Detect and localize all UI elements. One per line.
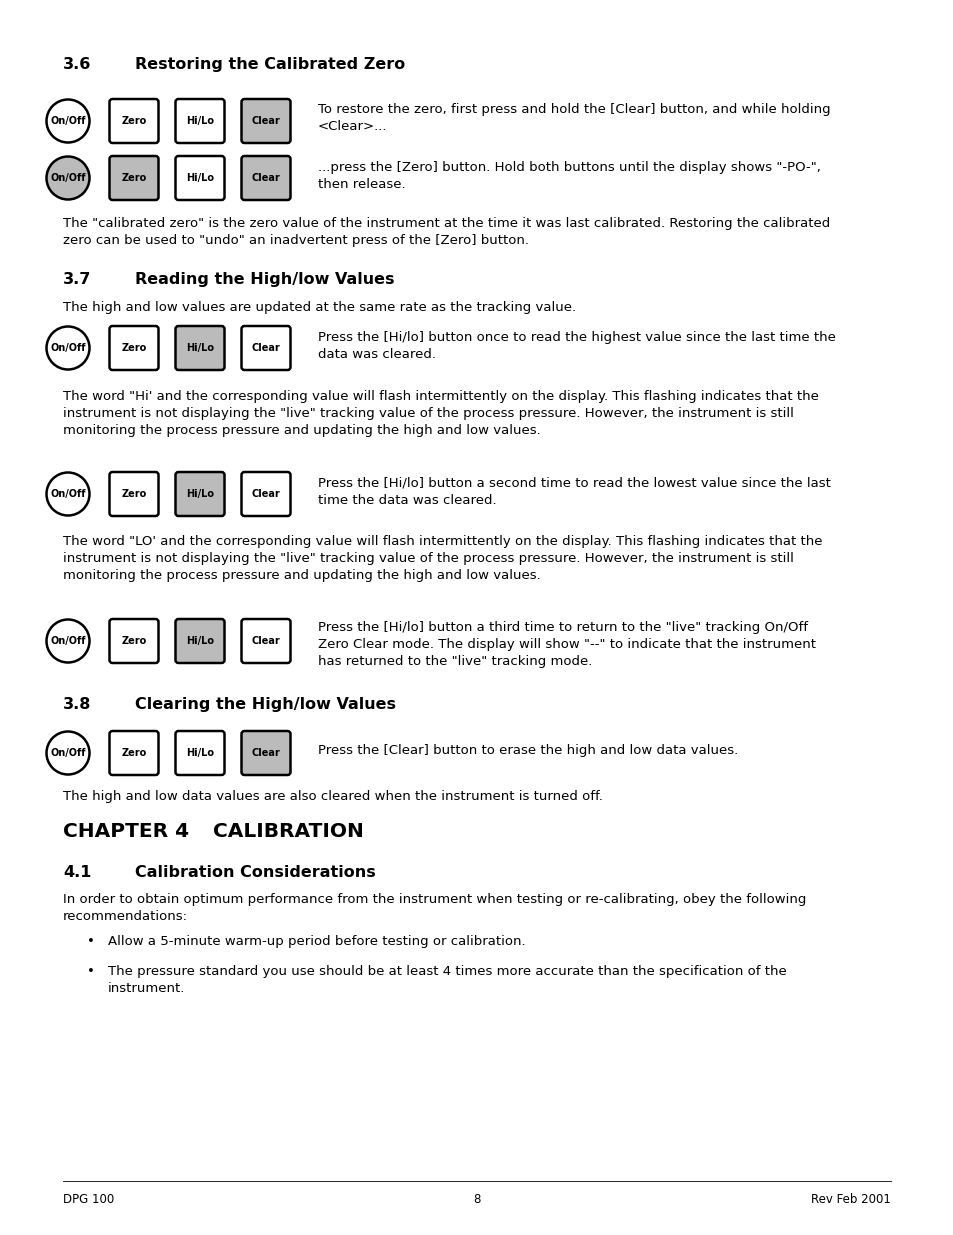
FancyBboxPatch shape xyxy=(241,731,291,776)
Circle shape xyxy=(47,157,90,200)
Text: Reading the High/low Values: Reading the High/low Values xyxy=(135,272,395,287)
Text: •: • xyxy=(87,935,95,948)
Text: In order to obtain optimum performance from the instrument when testing or re-ca: In order to obtain optimum performance f… xyxy=(63,893,805,923)
Text: Clear: Clear xyxy=(252,748,280,758)
Text: Restoring the Calibrated Zero: Restoring the Calibrated Zero xyxy=(135,57,405,72)
Text: Clearing the High/low Values: Clearing the High/low Values xyxy=(135,697,395,713)
Text: The high and low values are updated at the same rate as the tracking value.: The high and low values are updated at t… xyxy=(63,301,576,314)
Text: Press the [Hi/lo] button a third time to return to the "live" tracking On/Off
Ze: Press the [Hi/lo] button a third time to… xyxy=(317,621,815,668)
Text: Press the [Hi/lo] button once to read the highest value since the last time the
: Press the [Hi/lo] button once to read th… xyxy=(317,331,835,361)
Text: •: • xyxy=(87,966,95,978)
Circle shape xyxy=(47,326,90,369)
Text: On/Off: On/Off xyxy=(51,343,86,353)
Text: DPG 100: DPG 100 xyxy=(63,1193,114,1207)
FancyBboxPatch shape xyxy=(241,326,291,370)
Text: On/Off: On/Off xyxy=(51,116,86,126)
FancyBboxPatch shape xyxy=(110,472,158,516)
Text: CALIBRATION: CALIBRATION xyxy=(213,823,363,841)
Text: Zero: Zero xyxy=(121,636,147,646)
Text: ...press the [Zero] button. Hold both buttons until the display shows "-PO-",
th: ...press the [Zero] button. Hold both bu… xyxy=(317,161,820,190)
Circle shape xyxy=(47,731,90,774)
Text: Zero: Zero xyxy=(121,343,147,353)
Circle shape xyxy=(47,620,90,662)
Circle shape xyxy=(47,473,90,515)
Text: Zero: Zero xyxy=(121,116,147,126)
FancyBboxPatch shape xyxy=(110,326,158,370)
Text: CHAPTER 4: CHAPTER 4 xyxy=(63,823,189,841)
Text: Zero: Zero xyxy=(121,489,147,499)
FancyBboxPatch shape xyxy=(175,99,224,143)
Text: The "calibrated zero" is the zero value of the instrument at the time it was las: The "calibrated zero" is the zero value … xyxy=(63,217,829,247)
Text: Allow a 5-minute warm-up period before testing or calibration.: Allow a 5-minute warm-up period before t… xyxy=(108,935,525,948)
Text: Zero: Zero xyxy=(121,173,147,183)
Text: Calibration Considerations: Calibration Considerations xyxy=(135,864,375,881)
Text: Hi/Lo: Hi/Lo xyxy=(186,343,213,353)
Text: 3.7: 3.7 xyxy=(63,272,91,287)
FancyBboxPatch shape xyxy=(175,731,224,776)
Text: Hi/Lo: Hi/Lo xyxy=(186,748,213,758)
Text: Clear: Clear xyxy=(252,343,280,353)
Text: Zero: Zero xyxy=(121,748,147,758)
Text: On/Off: On/Off xyxy=(51,173,86,183)
FancyBboxPatch shape xyxy=(175,156,224,200)
Text: On/Off: On/Off xyxy=(51,489,86,499)
Text: The pressure standard you use should be at least 4 times more accurate than the : The pressure standard you use should be … xyxy=(108,966,786,995)
Text: Clear: Clear xyxy=(252,173,280,183)
Text: Clear: Clear xyxy=(252,489,280,499)
Text: Hi/Lo: Hi/Lo xyxy=(186,116,213,126)
Text: On/Off: On/Off xyxy=(51,636,86,646)
Text: Rev Feb 2001: Rev Feb 2001 xyxy=(810,1193,890,1207)
Text: Clear: Clear xyxy=(252,636,280,646)
Text: To restore the zero, first press and hold the [Clear] button, and while holding
: To restore the zero, first press and hol… xyxy=(317,104,830,133)
FancyBboxPatch shape xyxy=(241,99,291,143)
Text: Hi/Lo: Hi/Lo xyxy=(186,173,213,183)
Text: The high and low data values are also cleared when the instrument is turned off.: The high and low data values are also cl… xyxy=(63,790,602,803)
FancyBboxPatch shape xyxy=(241,472,291,516)
Text: Clear: Clear xyxy=(252,116,280,126)
Circle shape xyxy=(47,100,90,142)
Text: The word "Hi' and the corresponding value will flash intermittently on the displ: The word "Hi' and the corresponding valu… xyxy=(63,390,818,437)
Text: Hi/Lo: Hi/Lo xyxy=(186,636,213,646)
FancyBboxPatch shape xyxy=(110,619,158,663)
Text: Hi/Lo: Hi/Lo xyxy=(186,489,213,499)
Text: 4.1: 4.1 xyxy=(63,864,91,881)
Text: 3.8: 3.8 xyxy=(63,697,91,713)
Text: On/Off: On/Off xyxy=(51,748,86,758)
FancyBboxPatch shape xyxy=(241,619,291,663)
Text: The word "LO' and the corresponding value will flash intermittently on the displ: The word "LO' and the corresponding valu… xyxy=(63,535,821,582)
FancyBboxPatch shape xyxy=(175,326,224,370)
Text: 8: 8 xyxy=(473,1193,480,1207)
FancyBboxPatch shape xyxy=(175,619,224,663)
FancyBboxPatch shape xyxy=(110,156,158,200)
Text: Press the [Hi/lo] button a second time to read the lowest value since the last
t: Press the [Hi/lo] button a second time t… xyxy=(317,477,830,506)
FancyBboxPatch shape xyxy=(110,731,158,776)
FancyBboxPatch shape xyxy=(110,99,158,143)
FancyBboxPatch shape xyxy=(175,472,224,516)
Text: Press the [Clear] button to erase the high and low data values.: Press the [Clear] button to erase the hi… xyxy=(317,745,738,757)
Text: 3.6: 3.6 xyxy=(63,57,91,72)
FancyBboxPatch shape xyxy=(241,156,291,200)
